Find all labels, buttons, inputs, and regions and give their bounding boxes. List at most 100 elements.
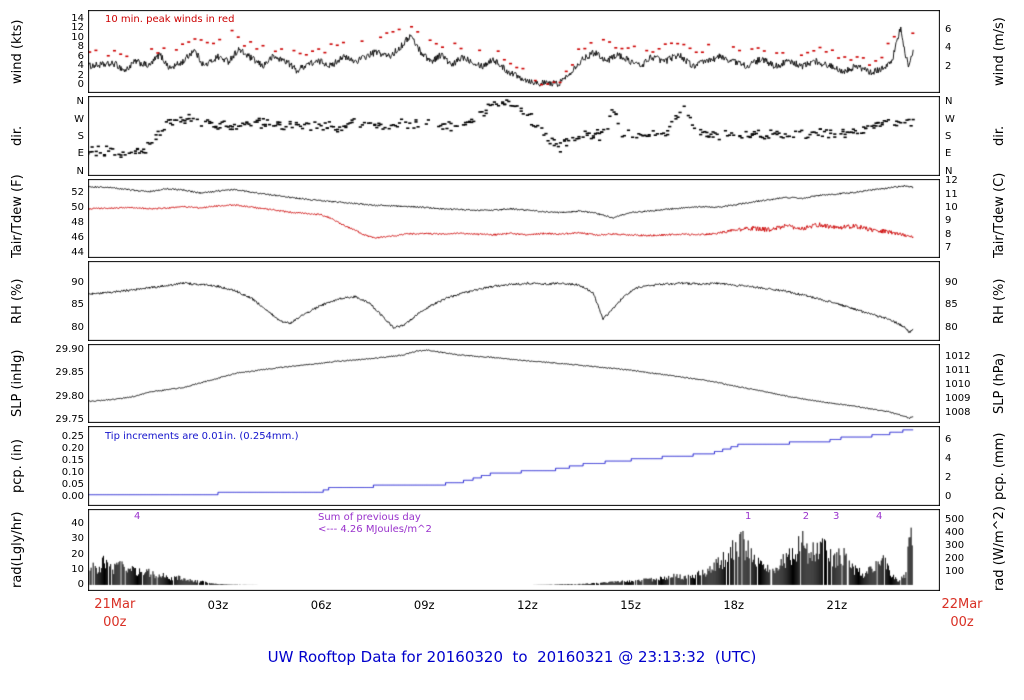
ytick-left-wind: 10 — [71, 31, 84, 43]
ytick-right-slp: 1012 — [945, 351, 971, 363]
xaxis-tick-label: 15z — [620, 598, 641, 612]
xaxis-tick-label: 06z — [310, 598, 332, 612]
ytick-left-wind: 2 — [77, 69, 84, 81]
xaxis-tick-label: 03z — [207, 598, 229, 612]
xaxis-date-hour: 00z — [950, 615, 974, 630]
ytick-right-rad: 400 — [945, 526, 965, 538]
ytick-right-dir: N — [945, 165, 953, 177]
ytick-right-rad: 300 — [945, 539, 965, 551]
rad-event-marker: 2 — [802, 511, 810, 522]
xaxis-date: 21Mar — [94, 597, 136, 612]
ytick-right-rad: 500 — [945, 513, 965, 525]
ytick-left-pcp: 0.15 — [61, 455, 84, 467]
ytick-left-dir: N — [76, 96, 84, 107]
ytick-left-temp: 44 — [71, 246, 84, 258]
xaxis-date: 22Mar — [941, 597, 983, 612]
ytick-left-pcp: 0.05 — [61, 479, 84, 491]
ytick-left-wind: 12 — [71, 22, 84, 34]
ytick-right-rh: 80 — [945, 321, 958, 333]
ytick-left-rad: 40 — [71, 518, 84, 530]
ytick-left-temp: 48 — [71, 216, 84, 228]
ytick-right-rh: 85 — [945, 299, 958, 311]
ytick-left-rh: 80 — [71, 321, 84, 333]
ytick-right-temp: 10 — [945, 202, 958, 214]
ytick-right-rad: 200 — [945, 552, 965, 564]
ytick-left-temp: 52 — [71, 187, 84, 199]
ytick-right-wind: 4 — [945, 42, 952, 54]
y-axis-label-temp-c: Tair/Tdew (C) — [992, 172, 1007, 258]
y-axis-label-dir-left: dir. — [10, 125, 25, 147]
ytick-right-temp: 11 — [945, 188, 958, 200]
ytick-left-dir: E — [77, 148, 84, 160]
ytick-right-dir: E — [945, 148, 952, 160]
ytick-right-wind: 2 — [945, 60, 952, 72]
ytick-left-wind: 8 — [77, 41, 84, 53]
xaxis-date-hour: 00z — [103, 615, 127, 630]
y-axis-label-rh-left: RH (%) — [10, 278, 25, 324]
ytick-left-rad: 10 — [71, 563, 84, 575]
ytick-left-wind: 14 — [71, 12, 84, 24]
xaxis-tick-label: 09z — [413, 598, 435, 612]
ytick-left-pcp: 0.25 — [61, 431, 84, 443]
ytick-right-rad: 100 — [945, 565, 965, 577]
ytick-right-temp: 7 — [945, 242, 952, 254]
ytick-right-pcp: 6 — [945, 434, 952, 446]
ytick-left-wind: 0 — [77, 78, 84, 90]
y-axis-label-wind-kts: wind (kts) — [10, 19, 25, 84]
ytick-left-slp: 29.85 — [55, 367, 84, 379]
y-axis-label-wind-ms: wind (m/s) — [992, 17, 1007, 86]
ytick-left-dir: N — [76, 165, 84, 177]
ytick-left-temp: 50 — [71, 202, 84, 214]
ytick-left-slp: 29.90 — [55, 344, 84, 356]
ytick-right-dir: N — [945, 96, 953, 107]
ytick-right-wind: 6 — [945, 23, 952, 35]
ytick-left-temp: 46 — [71, 231, 84, 243]
plot-canvas-pcp — [88, 426, 940, 506]
xaxis-tick-label: 18z — [723, 598, 745, 612]
y-axis-label-slp-inhg: SLP (inHg) — [10, 349, 25, 418]
ytick-left-rad: 30 — [71, 533, 84, 545]
ytick-left-wind: 6 — [77, 50, 84, 62]
y-axis-label-slp-hpa: SLP (hPa) — [992, 352, 1007, 415]
ytick-right-dir: S — [945, 131, 952, 142]
ytick-right-rh: 90 — [945, 277, 958, 289]
plot-canvas-rh — [88, 261, 940, 341]
ytick-right-slp: 1009 — [945, 392, 971, 404]
rad-event-marker: 3 — [832, 511, 840, 522]
ytick-left-pcp: 0.20 — [61, 443, 84, 455]
ytick-right-pcp: 2 — [945, 472, 952, 484]
ytick-left-pcp: 0.00 — [61, 491, 84, 503]
ytick-right-temp: 8 — [945, 228, 952, 240]
ytick-right-dir: W — [945, 113, 955, 125]
ytick-right-slp: 1011 — [945, 365, 971, 377]
xaxis-tick-label: 21z — [826, 598, 848, 612]
plot-canvas-wind — [88, 10, 940, 93]
ytick-left-rad: 20 — [71, 548, 84, 560]
ytick-left-slp: 29.75 — [55, 414, 84, 426]
xaxis-tick-label: 12z — [517, 598, 538, 612]
ytick-right-pcp: 4 — [945, 453, 952, 465]
ytick-right-temp: 9 — [945, 215, 952, 227]
rad-event-marker: 4 — [133, 511, 141, 522]
plot-canvas-slp — [88, 344, 940, 423]
rad-event-marker: 1 — [744, 511, 752, 522]
ytick-left-rh: 90 — [71, 277, 84, 289]
plot-canvas-temp — [88, 179, 940, 258]
ytick-right-temp: 12 — [945, 175, 958, 187]
ytick-left-dir: W — [74, 113, 84, 125]
plot-canvas-rad — [88, 509, 940, 591]
ytick-left-rh: 85 — [71, 299, 84, 311]
ytick-right-pcp: 0 — [945, 491, 952, 503]
ytick-left-rad: 0 — [77, 578, 84, 590]
figure-title: UW Rooftop Data for 20160320 to 20160321… — [267, 648, 757, 666]
y-axis-label-rad-wm2: rad (W/m^2) — [992, 506, 1007, 591]
y-axis-label-temp-f: Tair/Tdew (F) — [10, 174, 25, 258]
rad-event-marker: 4 — [875, 511, 883, 522]
y-axis-label-rh-right: RH (%) — [992, 278, 1007, 324]
ytick-left-pcp: 0.10 — [61, 467, 84, 479]
plot-canvas-dir — [88, 96, 940, 176]
ytick-right-slp: 1010 — [945, 378, 971, 390]
ytick-left-wind: 4 — [77, 60, 84, 72]
y-axis-label-pcp-in: pcp. (in) — [10, 439, 25, 493]
